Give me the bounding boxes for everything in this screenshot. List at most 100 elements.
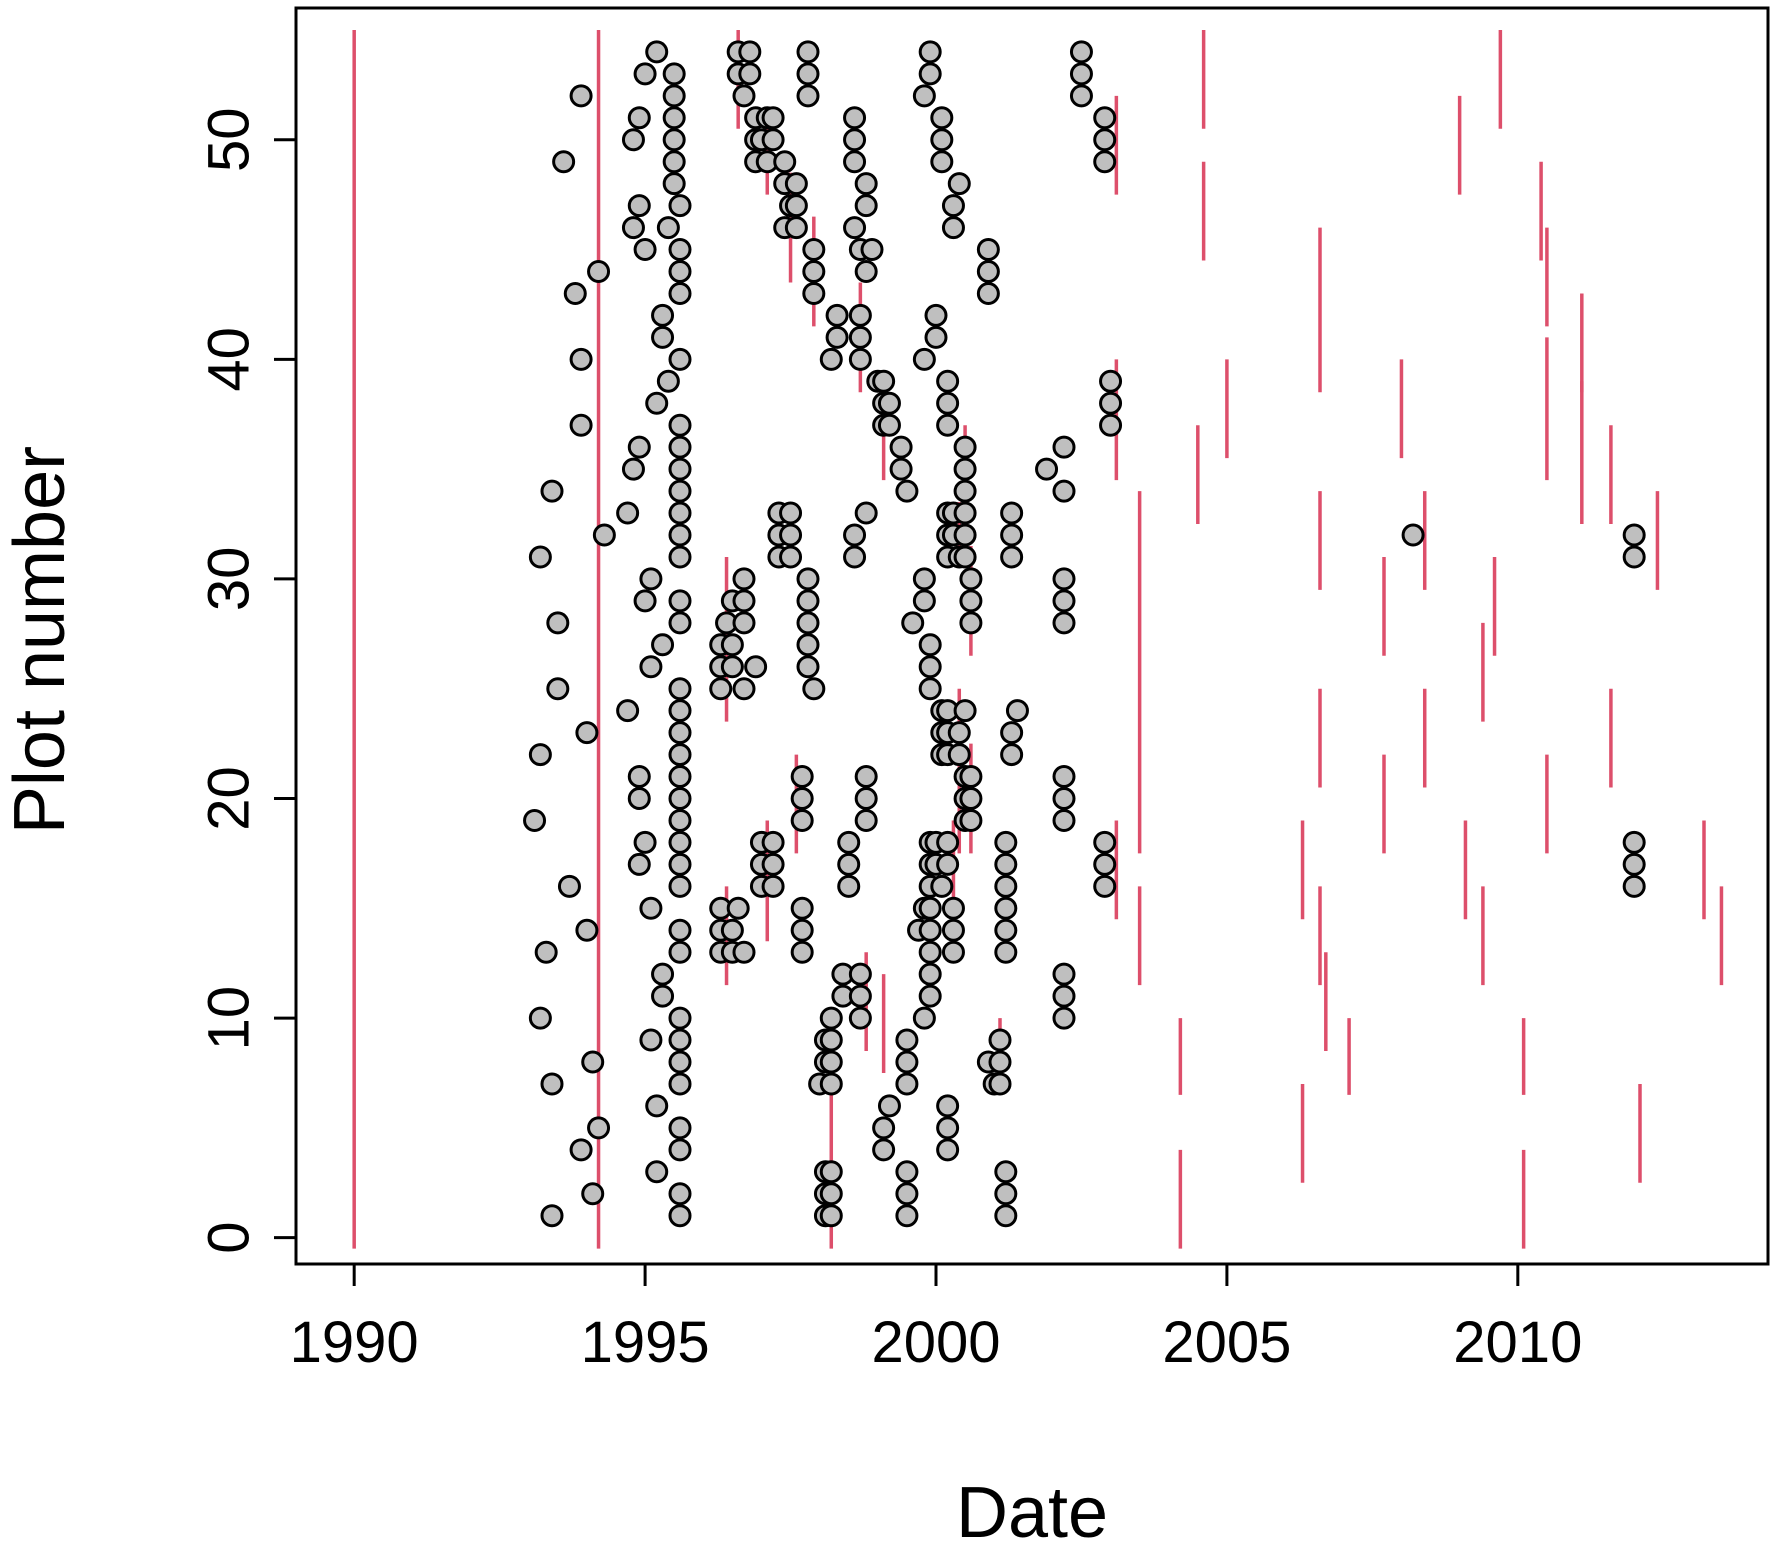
data-point bbox=[662, 150, 686, 174]
data-point bbox=[843, 106, 867, 130]
data-point bbox=[761, 128, 785, 152]
data-point bbox=[1093, 150, 1117, 174]
data-point bbox=[918, 896, 942, 920]
data-point bbox=[895, 1050, 919, 1074]
data-point bbox=[668, 1116, 692, 1140]
data-point bbox=[662, 84, 686, 108]
y-tick-label: 0 bbox=[196, 1222, 261, 1254]
data-point bbox=[918, 40, 942, 64]
data-point bbox=[1093, 830, 1117, 854]
data-point bbox=[918, 655, 942, 679]
data-point bbox=[941, 194, 965, 218]
data-point bbox=[994, 874, 1018, 898]
data-point bbox=[848, 1006, 872, 1030]
data-point bbox=[912, 84, 936, 108]
data-point bbox=[656, 216, 680, 240]
data-point bbox=[668, 677, 692, 701]
data-point bbox=[662, 128, 686, 152]
data-point bbox=[633, 589, 657, 613]
data-point bbox=[668, 1006, 692, 1030]
data-point bbox=[1069, 62, 1093, 86]
data-point bbox=[988, 1050, 1012, 1074]
data-point bbox=[930, 150, 954, 174]
x-tick-label: 1995 bbox=[581, 1310, 710, 1375]
data-point bbox=[645, 40, 669, 64]
data-point bbox=[802, 677, 826, 701]
data-point bbox=[668, 1050, 692, 1074]
data-point bbox=[627, 435, 651, 459]
data-point bbox=[546, 677, 570, 701]
data-point bbox=[668, 918, 692, 942]
data-point bbox=[889, 435, 913, 459]
data-point bbox=[575, 918, 599, 942]
data-point bbox=[848, 984, 872, 1008]
data-point bbox=[1052, 808, 1076, 832]
data-point bbox=[534, 940, 558, 964]
data-point bbox=[569, 84, 593, 108]
data-point bbox=[901, 611, 925, 635]
data-point bbox=[668, 611, 692, 635]
data-point bbox=[668, 699, 692, 723]
data-point bbox=[633, 238, 657, 262]
data-point bbox=[877, 1094, 901, 1118]
data-point bbox=[761, 830, 785, 854]
data-point bbox=[668, 347, 692, 371]
data-point bbox=[627, 765, 651, 789]
data-point bbox=[918, 962, 942, 986]
data-point bbox=[796, 655, 820, 679]
data-point bbox=[1052, 567, 1076, 591]
data-point bbox=[930, 874, 954, 898]
data-point bbox=[627, 786, 651, 810]
data-point bbox=[918, 633, 942, 657]
data-point bbox=[994, 852, 1018, 876]
data-point bbox=[668, 479, 692, 503]
data-point bbox=[959, 567, 983, 591]
data-point bbox=[668, 435, 692, 459]
data-point bbox=[790, 918, 814, 942]
data-point bbox=[1052, 611, 1076, 635]
data-point bbox=[953, 545, 977, 569]
data-point bbox=[1000, 743, 1024, 767]
data-point bbox=[581, 1050, 605, 1074]
data-point bbox=[569, 413, 593, 437]
data-point bbox=[872, 369, 896, 393]
data-point bbox=[848, 325, 872, 349]
data-point bbox=[947, 721, 971, 745]
data-point bbox=[668, 501, 692, 525]
data-point bbox=[918, 940, 942, 964]
data-point bbox=[936, 413, 960, 437]
data-point bbox=[738, 62, 762, 86]
data-point bbox=[819, 1182, 843, 1206]
data-point bbox=[587, 1116, 611, 1140]
data-point bbox=[1093, 874, 1117, 898]
data-point bbox=[976, 238, 1000, 262]
data-point bbox=[668, 808, 692, 832]
data-point bbox=[819, 1028, 843, 1052]
data-point bbox=[930, 128, 954, 152]
data-point bbox=[1093, 128, 1117, 152]
data-point bbox=[988, 1028, 1012, 1052]
data-point bbox=[651, 325, 675, 349]
data-point bbox=[941, 216, 965, 240]
data-point bbox=[877, 391, 901, 415]
data-point bbox=[569, 347, 593, 371]
data-point bbox=[843, 523, 867, 547]
data-point bbox=[843, 128, 867, 152]
data-point bbox=[936, 1138, 960, 1162]
data-point bbox=[819, 1006, 843, 1030]
data-point bbox=[994, 1204, 1018, 1228]
data-point bbox=[528, 545, 552, 569]
data-point bbox=[1401, 523, 1425, 547]
data-point bbox=[540, 479, 564, 503]
data-point bbox=[912, 567, 936, 591]
data-point bbox=[738, 40, 762, 64]
data-point bbox=[581, 1182, 605, 1206]
data-point bbox=[528, 743, 552, 767]
data-point bbox=[796, 589, 820, 613]
data-point bbox=[627, 194, 651, 218]
data-point bbox=[994, 896, 1018, 920]
data-point bbox=[668, 940, 692, 964]
data-point bbox=[837, 852, 861, 876]
x-axis-title: Date bbox=[956, 1473, 1108, 1549]
data-point bbox=[848, 303, 872, 327]
